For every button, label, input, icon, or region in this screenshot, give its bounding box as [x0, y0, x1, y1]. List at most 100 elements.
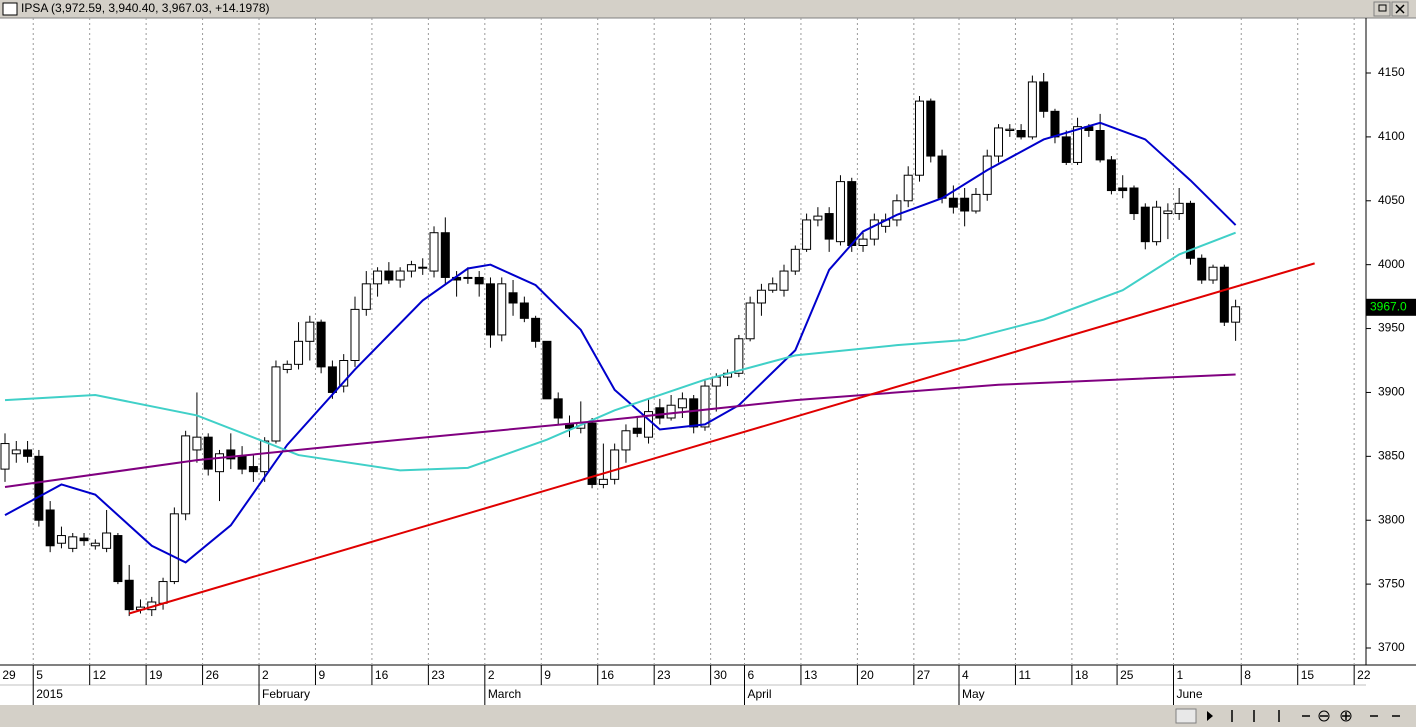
candle-body: [914, 100, 924, 176]
candle-body: [813, 215, 823, 221]
toolbar: [0, 705, 1416, 727]
scroll-thumb[interactable]: [1175, 708, 1197, 724]
x-tick-label: 2: [262, 668, 269, 682]
zoom-out[interactable]: [1318, 710, 1330, 722]
candle-body: [960, 197, 970, 212]
candle-body: [384, 270, 394, 281]
chart-title: IPSA (3,972.59, 3,940.40, 3,967.03, +14.…: [21, 1, 270, 15]
candle-body: [1061, 136, 1071, 163]
scroll-right[interactable]: [1207, 711, 1213, 721]
x-tick-label: 1: [1177, 668, 1184, 682]
indicator-line: [128, 262, 1315, 615]
candle-body: [463, 276, 473, 279]
month-label: June: [1177, 687, 1203, 701]
candle-body: [768, 283, 778, 291]
candle-body: [90, 542, 100, 547]
month-label: February: [262, 687, 310, 701]
candle-body: [948, 197, 958, 208]
candle-body: [113, 535, 123, 583]
candle-body: [1095, 130, 1105, 161]
candle-body: [406, 264, 416, 272]
candle-body: [1185, 202, 1195, 259]
candle-body: [700, 385, 710, 428]
candle-body: [1027, 81, 1037, 138]
candle-body: [1163, 210, 1173, 215]
candle-body: [11, 449, 21, 455]
candle-body: [508, 292, 518, 304]
candle-body: [779, 270, 789, 291]
toolbar-icons[interactable]: [1231, 710, 1400, 722]
x-tick-label: 20: [860, 668, 874, 682]
y-tick-label: 3700: [1378, 640, 1405, 654]
y-tick-label: 4050: [1378, 193, 1405, 207]
x-tick-label: 19: [149, 668, 163, 682]
candle-body: [621, 430, 631, 451]
indicator-line: [4, 231, 1236, 472]
candle-body: [542, 340, 552, 400]
candle-body: [926, 100, 936, 157]
x-tick-label: 2: [488, 668, 495, 682]
candle-body: [677, 398, 687, 409]
candle-body: [248, 466, 258, 473]
candle-body: [203, 436, 213, 470]
x-tick-label: 9: [544, 668, 551, 682]
candle-body: [282, 363, 292, 370]
candle-body: [802, 219, 812, 250]
candle-body: [56, 535, 66, 544]
candle-body: [1208, 266, 1218, 281]
price-tag: [1366, 298, 1416, 316]
x-tick-label: 16: [375, 668, 389, 682]
candle-body: [982, 155, 992, 195]
candle-body: [440, 232, 450, 278]
month-label: May: [962, 687, 985, 701]
x-tick-label: 23: [431, 668, 445, 682]
candle-body: [519, 302, 529, 319]
candle-body: [1152, 206, 1162, 243]
candle-body: [756, 289, 766, 304]
candle-body: [0, 443, 10, 470]
candle-body: [598, 478, 608, 485]
candle-body: [745, 302, 755, 340]
candle-body: [316, 321, 326, 368]
candle-body: [158, 581, 168, 604]
restore-button[interactable]: [1373, 1, 1391, 17]
candle-body: [632, 427, 642, 434]
candle-body: [711, 376, 721, 387]
candle-body: [655, 407, 665, 419]
month-label: March: [488, 687, 521, 701]
x-tick-label: 30: [714, 668, 728, 682]
month-label: 2015: [36, 687, 63, 701]
x-tick-label: 23: [657, 668, 671, 682]
candle-body: [23, 449, 33, 457]
y-tick-label: 3950: [1378, 321, 1405, 335]
y-tick-label: 3800: [1378, 512, 1405, 526]
window-icon: [2, 2, 18, 16]
candle-body: [373, 270, 383, 285]
candle-body: [610, 449, 620, 480]
x-tick-label: 15: [1301, 668, 1315, 682]
x-tick-label: 25: [1120, 668, 1134, 682]
candle-body: [474, 276, 484, 285]
candle-body: [497, 283, 507, 336]
candle-body: [395, 270, 405, 281]
candle-body: [181, 435, 191, 515]
title-bar: [0, 0, 1416, 18]
candle-body: [1050, 110, 1060, 138]
candle-body: [68, 536, 78, 549]
x-tick-label: 4: [962, 668, 969, 682]
y-tick-label: 3850: [1378, 449, 1405, 463]
candle-body: [1231, 306, 1241, 323]
candle-body: [553, 398, 563, 419]
candle-body: [1118, 187, 1128, 192]
candle-body: [294, 340, 304, 365]
candle-body: [824, 213, 834, 240]
candle-body: [994, 127, 1004, 157]
zoom-in[interactable]: [1340, 710, 1352, 722]
candle-body: [869, 219, 879, 240]
x-tick-label: 12: [93, 668, 107, 682]
x-tick-label: 9: [318, 668, 325, 682]
month-label: April: [747, 687, 771, 701]
candle-body: [1073, 126, 1083, 163]
candle-body: [215, 453, 225, 473]
